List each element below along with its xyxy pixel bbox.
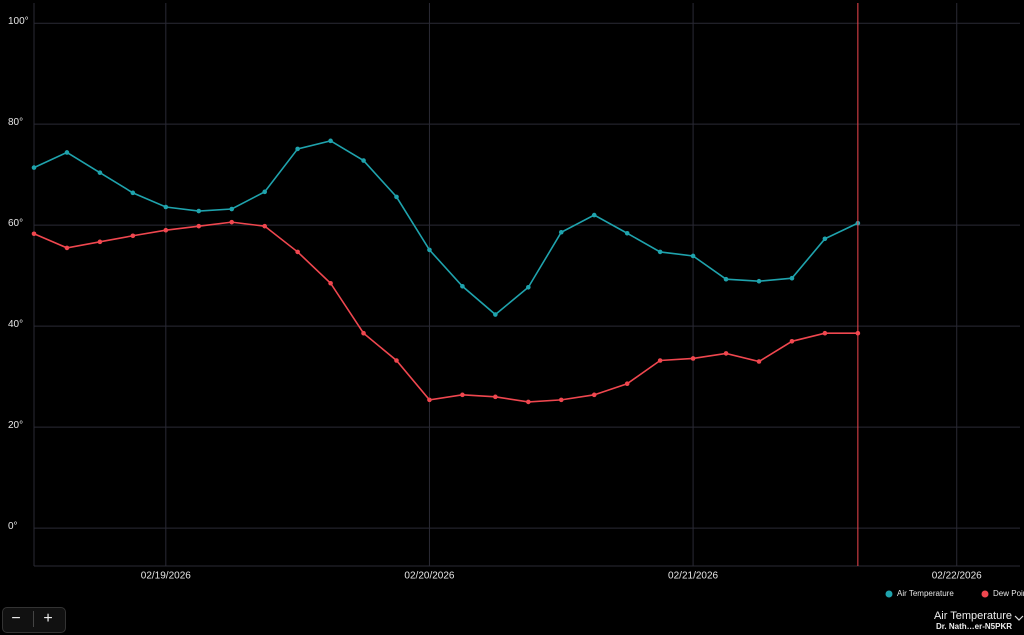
data-point bbox=[657, 358, 663, 363]
data-point bbox=[558, 397, 564, 403]
data-point bbox=[97, 170, 103, 175]
data-point bbox=[789, 275, 795, 281]
data-point bbox=[229, 219, 235, 225]
data-point bbox=[328, 280, 333, 286]
data-point bbox=[690, 253, 696, 259]
data-point bbox=[822, 330, 828, 336]
y-tick-label: 80° bbox=[8, 117, 23, 128]
data-point bbox=[196, 223, 202, 229]
data-point bbox=[591, 212, 597, 218]
data-point bbox=[493, 394, 498, 400]
data-point bbox=[361, 330, 366, 336]
data-point bbox=[196, 208, 202, 214]
x-tick-label: 02/22/2026 bbox=[932, 571, 982, 582]
data-point bbox=[328, 138, 333, 144]
legend-swatch bbox=[981, 590, 989, 598]
zoom-out[interactable]: − bbox=[11, 610, 21, 627]
data-point bbox=[31, 165, 37, 170]
data-point bbox=[460, 392, 465, 398]
data-point bbox=[558, 229, 564, 235]
data-point bbox=[427, 247, 432, 253]
data-point bbox=[295, 249, 300, 255]
x-tick-label: 02/19/2026 bbox=[141, 571, 191, 582]
data-point bbox=[789, 339, 795, 344]
data-point bbox=[756, 359, 762, 364]
series-line bbox=[33, 139, 859, 316]
selector-title: Air Temperature bbox=[933, 610, 1012, 622]
data-point bbox=[723, 351, 729, 356]
data-point bbox=[624, 230, 630, 236]
y-tick-label: 40° bbox=[8, 319, 23, 330]
data-point bbox=[624, 381, 630, 387]
data-point bbox=[64, 150, 70, 155]
data-point bbox=[427, 397, 432, 403]
chevron bbox=[1014, 615, 1024, 621]
divider bbox=[33, 611, 34, 627]
legend-swatch bbox=[885, 590, 893, 598]
data-point bbox=[690, 356, 696, 361]
data-point bbox=[229, 206, 235, 212]
data-point bbox=[31, 231, 37, 237]
data-point bbox=[460, 283, 465, 289]
data-point bbox=[97, 239, 103, 245]
data-point bbox=[657, 249, 663, 255]
data-point bbox=[163, 227, 169, 233]
data-point bbox=[526, 399, 531, 405]
legend-label: Air Temperature bbox=[897, 589, 954, 598]
data-point bbox=[394, 194, 399, 200]
data-point bbox=[130, 233, 136, 239]
data-point bbox=[262, 189, 267, 195]
data-point bbox=[163, 204, 169, 210]
x-tick-label: 02/20/2026 bbox=[404, 571, 454, 582]
data-point bbox=[130, 190, 136, 196]
data-point bbox=[591, 392, 597, 398]
y-tick-label: 20° bbox=[8, 420, 23, 431]
data-point bbox=[262, 223, 267, 229]
series-line bbox=[33, 221, 858, 403]
zoom-controls bbox=[2, 607, 66, 633]
data-point bbox=[526, 284, 531, 290]
data-point bbox=[493, 312, 498, 317]
data-point bbox=[822, 236, 828, 242]
data-point bbox=[361, 158, 366, 163]
x-tick-label: 02/21/2026 bbox=[668, 571, 718, 582]
y-tick-label: 100° bbox=[8, 16, 29, 27]
selector-subtitle: Dr. Nath…er-N5PKR bbox=[935, 622, 1012, 631]
data-point bbox=[295, 146, 300, 152]
y-tick-label: 0° bbox=[8, 521, 18, 532]
legend-label: Dew Point bbox=[993, 589, 1024, 598]
data-point bbox=[64, 245, 70, 251]
data-point bbox=[394, 358, 399, 363]
zoom-in[interactable]: + bbox=[43, 610, 53, 627]
series-selector[interactable]: Air Temperature Dr. Nath…er-N5PKR bbox=[934, 610, 1012, 631]
data-point bbox=[723, 276, 729, 282]
data-point bbox=[756, 278, 762, 284]
y-tick-label: 60° bbox=[8, 218, 23, 229]
